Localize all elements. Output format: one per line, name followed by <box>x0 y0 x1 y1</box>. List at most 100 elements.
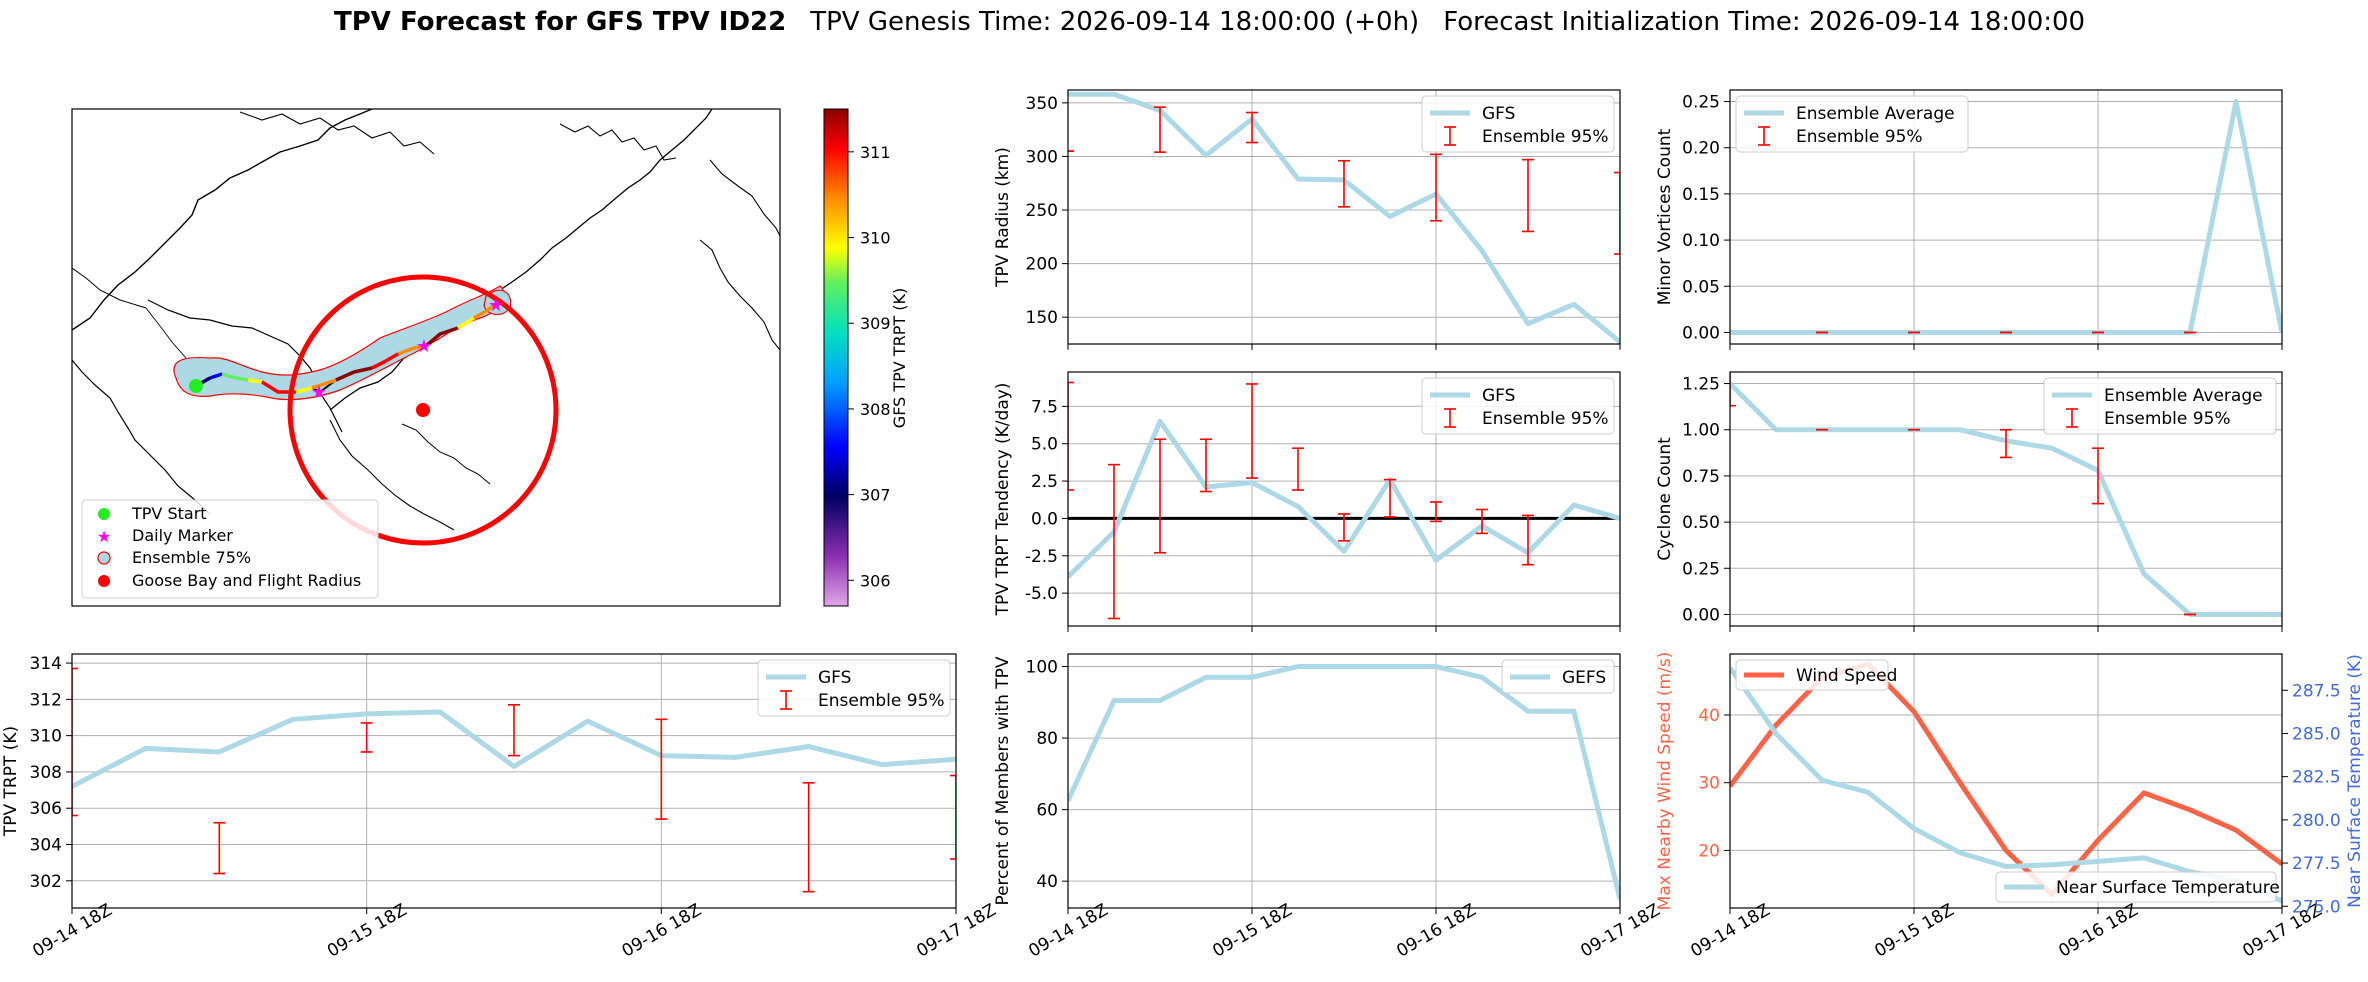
y-tick-label: 0.00 <box>1682 605 1720 625</box>
y-axis-label: TPV TRPT Tendency (K/day) <box>993 383 1013 617</box>
map-legend-box <box>81 499 379 599</box>
y-tick-label: 0.15 <box>1682 185 1720 205</box>
legend-label: Ensemble Average <box>2104 386 2263 406</box>
ensemble-errorbar <box>1292 447 1304 491</box>
series-line-near-surface-temperature <box>1730 666 2282 904</box>
y-tick-label: 308 <box>30 763 62 783</box>
ensemble-errorbar <box>950 774 956 860</box>
y-right-tick-label: 277.5 <box>2292 854 2341 874</box>
ensemble-errorbar <box>72 667 78 817</box>
y-tick-label: 7.5 <box>1031 397 1058 417</box>
map-geography: ★ ★ ★ <box>72 109 780 546</box>
track-seg-11 <box>424 326 459 348</box>
daily-marker-1: ★ <box>311 382 327 403</box>
colorbar <box>823 108 849 607</box>
y-tick-label: 304 <box>30 836 62 856</box>
axes-frame <box>1067 371 1621 627</box>
greenland-coast-2 <box>709 159 780 237</box>
y-axis-label: TPV TRPT (K) <box>1 726 21 837</box>
y-tick-label: 312 <box>30 690 62 710</box>
legend-star-icon: ★ <box>97 527 111 546</box>
y-tick-label: 0.50 <box>1682 513 1720 533</box>
y-tick-label: 0.25 <box>1682 93 1720 113</box>
axes-frame <box>1729 89 2283 345</box>
legend-box <box>1421 95 1615 153</box>
ensemble-errorbar <box>2000 428 2012 459</box>
y-tick-label: 200 <box>1026 255 1058 275</box>
ensemble-errorbar <box>1154 438 1166 554</box>
legend-box <box>757 659 951 717</box>
ensemble-errorbar <box>508 703 520 757</box>
legend-label: Ensemble 95% <box>2104 409 2231 429</box>
coastline-north <box>72 109 373 331</box>
axes-frame <box>1729 371 2283 627</box>
y-tick-label: 0.0 <box>1031 509 1058 529</box>
y-right-tick-label: 285.0 <box>2292 724 2341 744</box>
y-tick-label: 350 <box>1026 94 1058 114</box>
ensemble-errorbar <box>1246 111 1258 144</box>
legend-start-label: TPV Start <box>131 504 207 523</box>
track-seg-10 <box>397 344 427 356</box>
legend-ensemble-icon <box>97 551 111 565</box>
ensemble-75-region <box>173 285 505 401</box>
y-tick-label: 40 <box>1036 872 1058 892</box>
colorbar-tick-label: 311 <box>860 143 891 162</box>
track-seg-13 <box>473 300 500 320</box>
plot-area <box>1068 381 1620 620</box>
y-tick-label: 0.20 <box>1682 139 1720 159</box>
legend-box <box>1995 871 2277 903</box>
colorbar-tick-label: 308 <box>860 400 891 419</box>
legend-goose-icon <box>98 575 110 587</box>
title-genesis: TPV Genesis Time: 2026-09-14 18:00:00 (+… <box>809 7 1419 37</box>
chart-radius: 150 200 250 300 350 TPV Radius (km) GFS Ensembl… <box>993 89 1621 350</box>
colorbar-tick-label: 307 <box>860 486 891 505</box>
y-right-tick-label: 282.5 <box>2292 768 2341 788</box>
series-line-gfs <box>1068 418 1620 579</box>
colorbar-tick-label: 309 <box>860 314 891 333</box>
y-tick-label: 80 <box>1036 729 1058 749</box>
chart-cyclone: 0.00 0.25 0.50 0.75 1.00 1.25 Cyclone Count Ens… <box>1655 371 2283 632</box>
island-coast-1 <box>559 123 677 161</box>
axes-frame <box>1729 653 2283 909</box>
chart-legend: GEFS <box>1501 659 1615 694</box>
track-seg-9 <box>371 352 399 370</box>
y-tick-label: 150 <box>1026 308 1058 328</box>
ensemble-errorbar <box>360 722 373 753</box>
y-tick-label: 0.75 <box>1682 467 1720 487</box>
colorbar-tick-label: 306 <box>860 571 891 590</box>
legend-label: Ensemble 95% <box>818 691 945 711</box>
map-legend: TPV Start ★ Daily Marker Ensemble 75% Go… <box>81 499 379 599</box>
y-tick-label: 0.05 <box>1682 277 1720 297</box>
ensemble-errorbar <box>1338 513 1350 542</box>
series-line-wind-speed <box>1730 661 2282 897</box>
track-seg-2 <box>209 372 223 380</box>
y-tick-label: 5.0 <box>1031 435 1058 455</box>
legend-label: Near Surface Temperature <box>2056 878 2280 898</box>
ensemble-errorbar <box>1338 159 1350 208</box>
y-tick-label: 2.5 <box>1031 472 1058 492</box>
y-tick-label: 0.25 <box>1682 559 1720 579</box>
y-axis-label: Percent of Members with TPV <box>993 656 1013 905</box>
ensemble-errorbar <box>213 821 226 875</box>
legend-ensemble-label: Ensemble 75% <box>132 548 251 567</box>
y-right-tick-label: 275.0 <box>2292 897 2341 917</box>
y-tick-label: 100 <box>1026 658 1058 678</box>
ensemble-errorbar <box>1522 158 1534 233</box>
y-tick-label: 314 <box>30 654 62 674</box>
y-axis-label: TPV Radius (km) <box>993 147 1013 288</box>
chart-minor: 0.00 0.05 0.10 0.15 0.20 0.25 Minor Vortices C… <box>1655 89 2283 350</box>
axes-frame <box>1067 653 1621 909</box>
ensemble-errorbar <box>1730 372 1736 407</box>
goose-bay-marker <box>416 403 430 417</box>
track-seg-6 <box>295 386 313 394</box>
chart-tendency: -5.0 -2.5 0.0 2.5 5.0 7.5 TPV TRPT Tendency (K… <box>993 371 1621 632</box>
y-axis-label: Max Nearby Wind Speed (m/s) <box>1655 652 1675 911</box>
axes-frame <box>71 653 957 909</box>
legend-label: Wind Speed <box>1796 666 1897 686</box>
ensemble-errorbar <box>1246 383 1258 479</box>
figure-title: TPV Forecast for GFS TPV ID22 TPV Genesis… <box>334 7 2085 37</box>
ensemble-errorbar <box>1154 106 1166 153</box>
ensemble-errorbar <box>1108 463 1120 620</box>
